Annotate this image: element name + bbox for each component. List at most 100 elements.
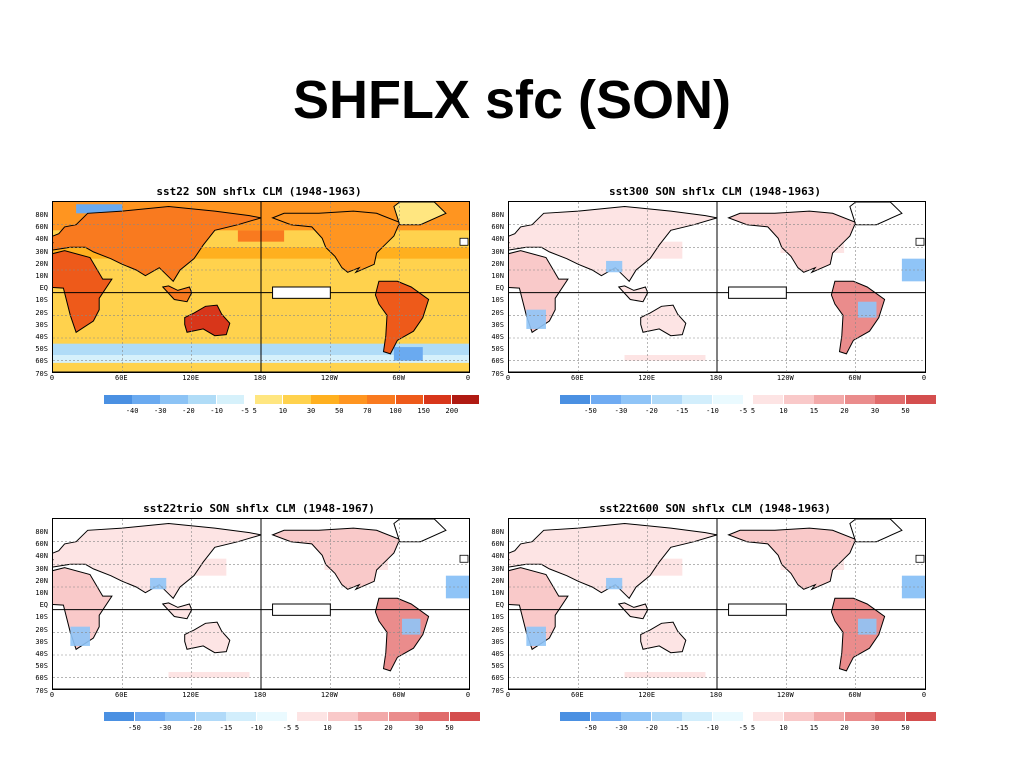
region-box [272,286,331,299]
latitude-tick-label: 10S [35,296,48,305]
latitude-tick-label: 70S [35,369,48,378]
latitude-tick-label: 30S [491,320,504,329]
latitude-tick-label: 50S [35,345,48,354]
colorbar-label: 50 [445,724,454,732]
anomaly-brazil-cool [857,301,877,318]
longitude-tick-label: 120W [776,374,794,382]
colorbar-swatch [590,712,621,721]
colorbar-label: 200 [445,407,459,415]
anomaly-india-cool [606,260,623,273]
colorbar-label: -10 [706,724,719,732]
latitude-tick-label: 80N [491,211,504,219]
colorbar-swatch [423,395,452,404]
landmass-africa [509,250,569,334]
colorbar-label: -30 [153,407,167,415]
map-panel: sst300 SON shflx CLM (1948-1963) 80N 60N 40… [480,185,950,425]
colorbar-swatch [905,395,936,404]
colorbar-label: 150 [417,407,431,415]
colorbar-swatch [651,395,682,404]
colorbar-label: -10 [210,407,223,415]
latitude-tick-label: 50S [491,662,504,671]
colorbar-swatch [226,712,256,721]
map-panel: sst22trio SON shflx CLM (1948-1967) 80N 60… [24,502,494,742]
colorbar-label: 50 [901,407,910,415]
colorbar-swatch [358,712,388,721]
region-box [728,603,787,616]
colorbar-label: 5 [750,407,756,415]
colorbar-swatch [875,712,905,721]
longitude-tick-label: 180 [253,691,267,699]
map-frame [508,201,926,373]
colorbar-label: 10 [779,724,788,732]
colorbar-swatch [311,395,339,404]
longitude-tick-label: 60E [115,691,128,699]
longitude-tick-label: 120W [320,691,338,699]
landmass-namerica [727,210,857,274]
colorbar-label: 10 [779,407,788,415]
colorbar-swatch [388,712,419,721]
colorbar-label: -10 [706,407,719,415]
colorbar-swatch [282,395,311,404]
latitude-tick-label: 30N [35,564,48,573]
panel-title: sst22 SON shflx CLM (1948-1963) [156,185,362,198]
anomaly-africa-cool [526,626,546,646]
latitude-tick-label: 10N [35,272,48,280]
colorbar: -50 -30 -20 -15 -10 -5 5 10 15 20 30 50 [506,712,936,736]
latitude-tick-label: 30N [35,247,48,256]
latitude-tick-label: 20S [35,625,48,634]
longitude-tick-label: 180 [709,374,723,382]
colorbar-swatch [814,712,844,721]
longitude-tick-label: 60E [115,374,128,382]
map-frame [508,518,926,690]
landmass-africa [509,567,569,651]
latitude-axis: 80N 60N 40N 30N 20N 10N EQ 10S 20S 30S 40S 50S 60S 70… [480,199,506,378]
latitude-tick-label: 50S [491,345,504,354]
latitude-tick-label: EQ [39,284,48,293]
colorbar-swatch [590,395,621,404]
colorbar-label: -5 [240,407,249,415]
map-panel: sst22t600 SON shflx CLM (1948-1963) 80N 60… [480,502,950,742]
latitude-tick-label: 60N [35,223,48,232]
latitude-tick-label: 20S [491,625,504,634]
latitude-tick-label: 10N [491,589,504,597]
colorbar-swatch [195,712,226,721]
latitude-tick-label: 70S [491,369,504,378]
latitude-tick-label: 10S [35,613,48,622]
colorbar-swatch [419,712,449,721]
landmass-greenland [393,202,447,226]
latitude-tick-label: 20N [35,576,48,585]
colorbar-swatch [814,395,844,404]
colorbar-label: 15 [353,724,363,732]
colorbar-swatch [905,712,936,721]
landmass-indonesia [161,285,193,303]
latitude-tick-label: 20S [491,308,504,317]
colorbar-label: -20 [645,407,658,415]
latitude-tick-label: 40S [491,650,504,658]
colorbar-swatch [682,712,712,721]
colorbar-swatch [560,712,590,721]
latitude-tick-label: 20N [491,259,504,268]
longitude-tick-label: 0 [465,691,471,699]
colorbar-label: 70 [363,407,372,415]
colorbar-swatch [327,712,358,721]
anomaly-india-cool [150,577,167,590]
colorbar-label: -40 [125,407,139,415]
colorbar-label: 20 [384,724,393,732]
map-plot [509,202,925,372]
landmass-samerica [830,280,886,355]
landmass-africa [53,250,113,334]
landmass-indonesia [617,602,649,620]
longitude-tick-label: 0 [921,374,927,382]
patch-falkland [393,347,423,361]
longitude-tick-label: 180 [253,374,267,382]
anomaly-southern [168,672,250,678]
longitude-tick-label: 60W [848,691,861,699]
colorbar-label: -5 [738,724,748,732]
colorbar: -40 -30 -20 -10 -5 5 10 30 50 70 100 150 200 [50,395,480,419]
colorbar-label: -20 [182,407,195,415]
longitude-tick-label: 60W [848,374,861,382]
landmass-indonesia [617,285,649,303]
colorbar-label: -30 [614,724,628,732]
latitude-tick-label: 40S [35,333,48,341]
latitude-tick-label: 60S [491,674,504,683]
